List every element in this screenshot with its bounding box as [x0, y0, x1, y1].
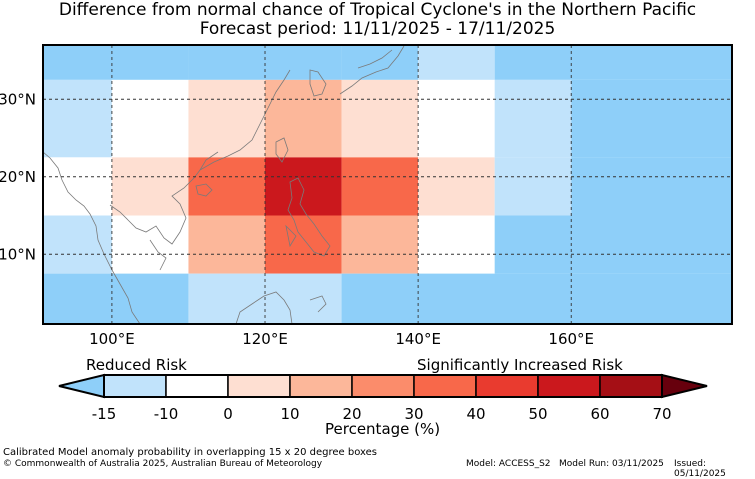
risk-cell: [494, 79, 572, 158]
colorbar-tick-label: 20: [342, 405, 362, 423]
risk-cell: [341, 273, 732, 324]
colorbar-segment: [413, 374, 477, 398]
latitude-label: 10°N: [0, 245, 36, 263]
colorbar-tick-label: 10: [280, 405, 300, 423]
risk-cell: [43, 157, 112, 216]
risk-cell: [418, 215, 495, 274]
model-name: Model: ACCESS_S2: [466, 459, 551, 469]
colorbar: [58, 373, 708, 399]
reduced-risk-label: Reduced Risk: [86, 356, 187, 374]
risk-cell: [494, 215, 732, 274]
risk-cell: [341, 45, 419, 80]
risk-cell: [43, 79, 112, 158]
colorbar-segment: [475, 374, 539, 398]
risk-cell: [188, 45, 342, 80]
risk-cell: [43, 273, 189, 324]
latitude-label: 20°N: [0, 168, 36, 186]
colorbar-segment: [351, 374, 415, 398]
colorbar-tick-label: 0: [223, 405, 233, 423]
colorbar-tick-label: 40: [466, 405, 486, 423]
colorbar-segment: [289, 374, 353, 398]
longitude-label: 160°E: [548, 330, 594, 348]
increased-risk-label: Significantly Increased Risk: [417, 356, 623, 374]
risk-cell: [111, 79, 189, 158]
colorbar-tick-label: 30: [404, 405, 424, 423]
footnote: Calibrated Model anomaly probability in …: [3, 447, 378, 458]
risk-cell: [43, 215, 112, 274]
risk-cell: [571, 79, 732, 158]
risk-cell: [43, 45, 189, 80]
risk-cell: [265, 79, 342, 158]
risk-cell: [265, 215, 342, 274]
copyright: © Commonwealth of Australia 2025, Austra…: [3, 459, 323, 469]
colorbar-segment: [537, 374, 601, 398]
map-title: Difference from normal chance of Tropica…: [58, 0, 697, 20]
colorbar-segment: [599, 374, 663, 398]
longitude-label: 100°E: [89, 330, 135, 348]
colorbar-tick-label: 70: [652, 405, 672, 423]
coastline-outline: [43, 45, 405, 324]
colorbar-segment: [103, 374, 167, 398]
risk-cell: [188, 79, 266, 158]
longitude-label: 120°E: [242, 330, 288, 348]
colorbar-tick-label: 50: [528, 405, 548, 423]
colorbar-segment: [227, 374, 291, 398]
longitude-label: 140°E: [395, 330, 441, 348]
risk-cell: [111, 215, 189, 274]
colorbar-low-arrow: [58, 373, 105, 399]
model-run: Model Run: 03/11/2025: [559, 459, 664, 469]
forecast-period: Forecast period: 11/11/2025 - 17/11/2025: [199, 19, 556, 39]
colorbar-high-arrow: [661, 373, 708, 399]
risk-cell: [418, 45, 495, 80]
risk-cell: [188, 157, 266, 216]
colorbar-tick-label: 60: [590, 405, 610, 423]
latitude-label: 30°N: [0, 90, 36, 108]
risk-cell: [494, 157, 572, 216]
risk-cell: [265, 157, 342, 216]
risk-cell: [341, 79, 419, 158]
colorbar-outline: [103, 374, 663, 398]
risk-cell: [111, 157, 189, 216]
risk-cell: [341, 215, 419, 274]
colorbar-segment: [165, 374, 229, 398]
issued-date: Issued: 05/11/2025: [674, 459, 726, 479]
map-frame: [42, 44, 733, 325]
risk-cell: [571, 157, 732, 216]
colorbar-tick-label: -15: [91, 405, 117, 423]
colorbar-tick-label: -10: [153, 405, 179, 423]
risk-cell: [494, 45, 732, 80]
risk-cell: [188, 215, 266, 274]
risk-cell: [418, 79, 495, 158]
risk-cell: [341, 157, 419, 216]
risk-cell: [418, 157, 495, 216]
percentage-axis-label: Percentage (%): [325, 420, 441, 438]
